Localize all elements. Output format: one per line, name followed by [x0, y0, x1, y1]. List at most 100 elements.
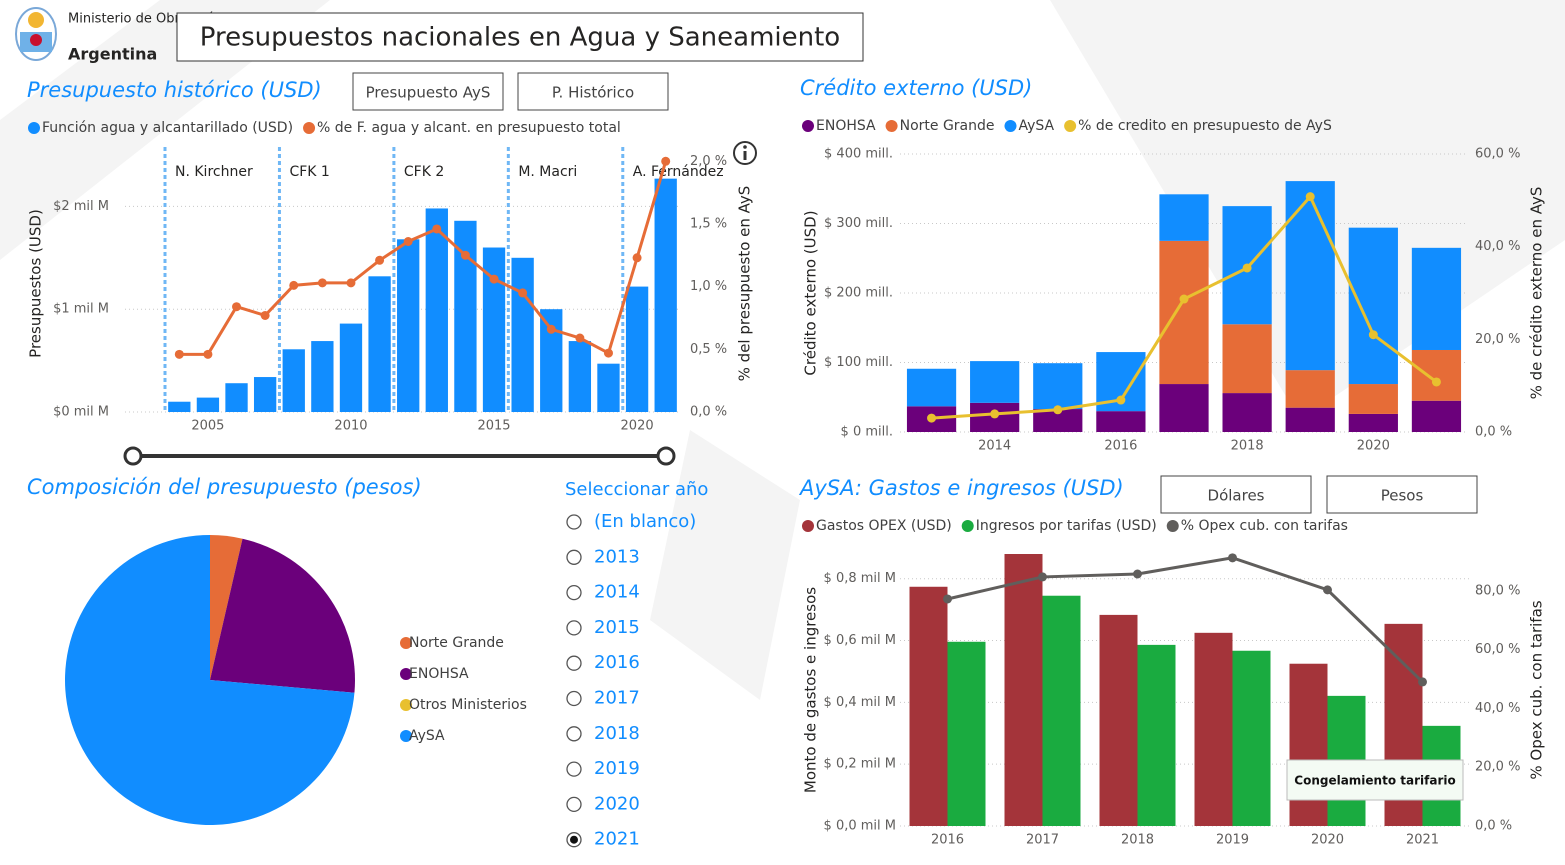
- radio[interactable]: [566, 514, 582, 530]
- radio[interactable]: [566, 655, 582, 671]
- radio-label[interactable]: 2020: [594, 793, 640, 814]
- button-label[interactable]: Presupuesto AyS: [366, 84, 491, 102]
- radio-label[interactable]: 2014: [594, 582, 640, 603]
- line-point: [1242, 263, 1252, 273]
- line-point: [518, 288, 528, 298]
- bar: [568, 341, 592, 412]
- bar: [597, 363, 620, 412]
- title-box: [176, 12, 864, 62]
- radio-label[interactable]: 2016: [594, 652, 640, 673]
- bar: [1348, 413, 1398, 432]
- bar: [1285, 370, 1335, 408]
- bar: [1289, 663, 1328, 826]
- bar: [654, 178, 677, 412]
- radio[interactable]: [566, 761, 582, 777]
- legend-marker: [400, 699, 412, 711]
- radio[interactable]: [566, 549, 582, 565]
- period-label: A. Fernández: [633, 164, 724, 180]
- line-point: [317, 278, 327, 288]
- line-point: [1431, 377, 1441, 387]
- line-point: [1305, 192, 1315, 202]
- bar: [906, 368, 957, 407]
- x-tick-label: 2021: [1406, 833, 1439, 848]
- radio-label[interactable]: 2017: [594, 688, 640, 709]
- radio-label[interactable]: 2019: [594, 758, 640, 779]
- period-label: N. Kirchner: [175, 164, 253, 180]
- legend-marker: [802, 520, 814, 532]
- x-tick-label: 2020: [621, 419, 654, 434]
- bar: [540, 309, 563, 412]
- radio[interactable]: [566, 726, 582, 742]
- button[interactable]: [517, 72, 669, 111]
- bar: [1411, 247, 1462, 350]
- radio[interactable]: [566, 620, 582, 636]
- y2-tick-label: 60,0 %: [1475, 147, 1520, 162]
- bar: [1194, 632, 1233, 826]
- y-tick-label: $ 0,8 mil M: [824, 571, 896, 586]
- y2-tick-label: 80,0 %: [1475, 583, 1520, 598]
- pie-slice: [210, 535, 243, 680]
- line-point: [927, 413, 937, 423]
- legend-label: % Opex cub. con tarifas: [1181, 518, 1348, 534]
- legend-label: Gastos OPEX (USD): [816, 518, 952, 534]
- bar: [1232, 650, 1271, 826]
- radio-label[interactable]: 2018: [594, 723, 640, 744]
- y2-axis-title: % de crédito externo en AyS: [1528, 187, 1546, 400]
- y-tick-label: $2 mil M: [53, 199, 109, 214]
- radio[interactable]: [566, 690, 582, 707]
- radio-dot[interactable]: [570, 835, 578, 844]
- logo: [15, 7, 57, 61]
- bar: [1222, 324, 1272, 394]
- bar: [1285, 181, 1335, 371]
- x-tick-label: 2016: [931, 833, 964, 848]
- x-tick-label: 2015: [477, 419, 510, 434]
- button-label[interactable]: P. Histórico: [552, 84, 634, 102]
- x-tick-label: 2019: [1216, 833, 1249, 848]
- button-label[interactable]: Dólares: [1208, 487, 1265, 505]
- bar: [397, 239, 420, 412]
- page-title: Presupuestos nacionales en Agua y Saneam…: [200, 23, 840, 53]
- y-tick-label: $ 0,2 mil M: [824, 757, 896, 772]
- legend-marker: [1166, 520, 1179, 532]
- legend-label: Otros Ministerios: [409, 697, 527, 713]
- button-label[interactable]: Pesos: [1381, 487, 1424, 505]
- x-tick-label: 2020: [1357, 439, 1390, 454]
- radio-label[interactable]: 2021: [594, 829, 640, 850]
- line-point: [174, 349, 184, 359]
- y2-tick-label: 1,0 %: [690, 279, 727, 294]
- bar: [970, 361, 1020, 403]
- radio-label[interactable]: 2015: [594, 617, 640, 638]
- bar: [1159, 240, 1209, 385]
- bar: [339, 323, 363, 412]
- line-point: [203, 349, 213, 359]
- y2-tick-label: 2,0 %: [690, 154, 727, 169]
- radio[interactable]: [566, 584, 582, 601]
- bar: [1004, 554, 1043, 826]
- legend-label: AySA: [1019, 118, 1055, 134]
- line-point: [403, 237, 413, 247]
- annotation: Congelamiento tarifario: [1294, 774, 1455, 788]
- line-point: [1323, 585, 1332, 595]
- line-point: [232, 302, 242, 312]
- range-slider[interactable]: [123, 446, 676, 466]
- bar: [947, 641, 986, 826]
- radio-label[interactable]: (En blanco): [594, 511, 696, 532]
- line-point: [632, 253, 642, 263]
- selector-title: Seleccionar año: [565, 479, 708, 500]
- x-tick-label: 2020: [1311, 833, 1344, 848]
- x-tick-label: 2018: [1231, 439, 1264, 454]
- period-label: M. Macri: [518, 164, 577, 180]
- button[interactable]: [352, 72, 504, 111]
- radio-label[interactable]: 2013: [594, 546, 640, 567]
- bar: [454, 220, 477, 412]
- bar: [1033, 409, 1083, 432]
- button[interactable]: [1160, 475, 1312, 514]
- bar: [1159, 384, 1209, 432]
- radio[interactable]: [566, 796, 582, 813]
- x-tick-label: 2014: [978, 439, 1011, 454]
- info-icon[interactable]: [733, 141, 757, 165]
- button[interactable]: [1326, 475, 1478, 514]
- y2-tick-label: 1,5 %: [690, 216, 727, 231]
- pie-slice: [210, 538, 355, 693]
